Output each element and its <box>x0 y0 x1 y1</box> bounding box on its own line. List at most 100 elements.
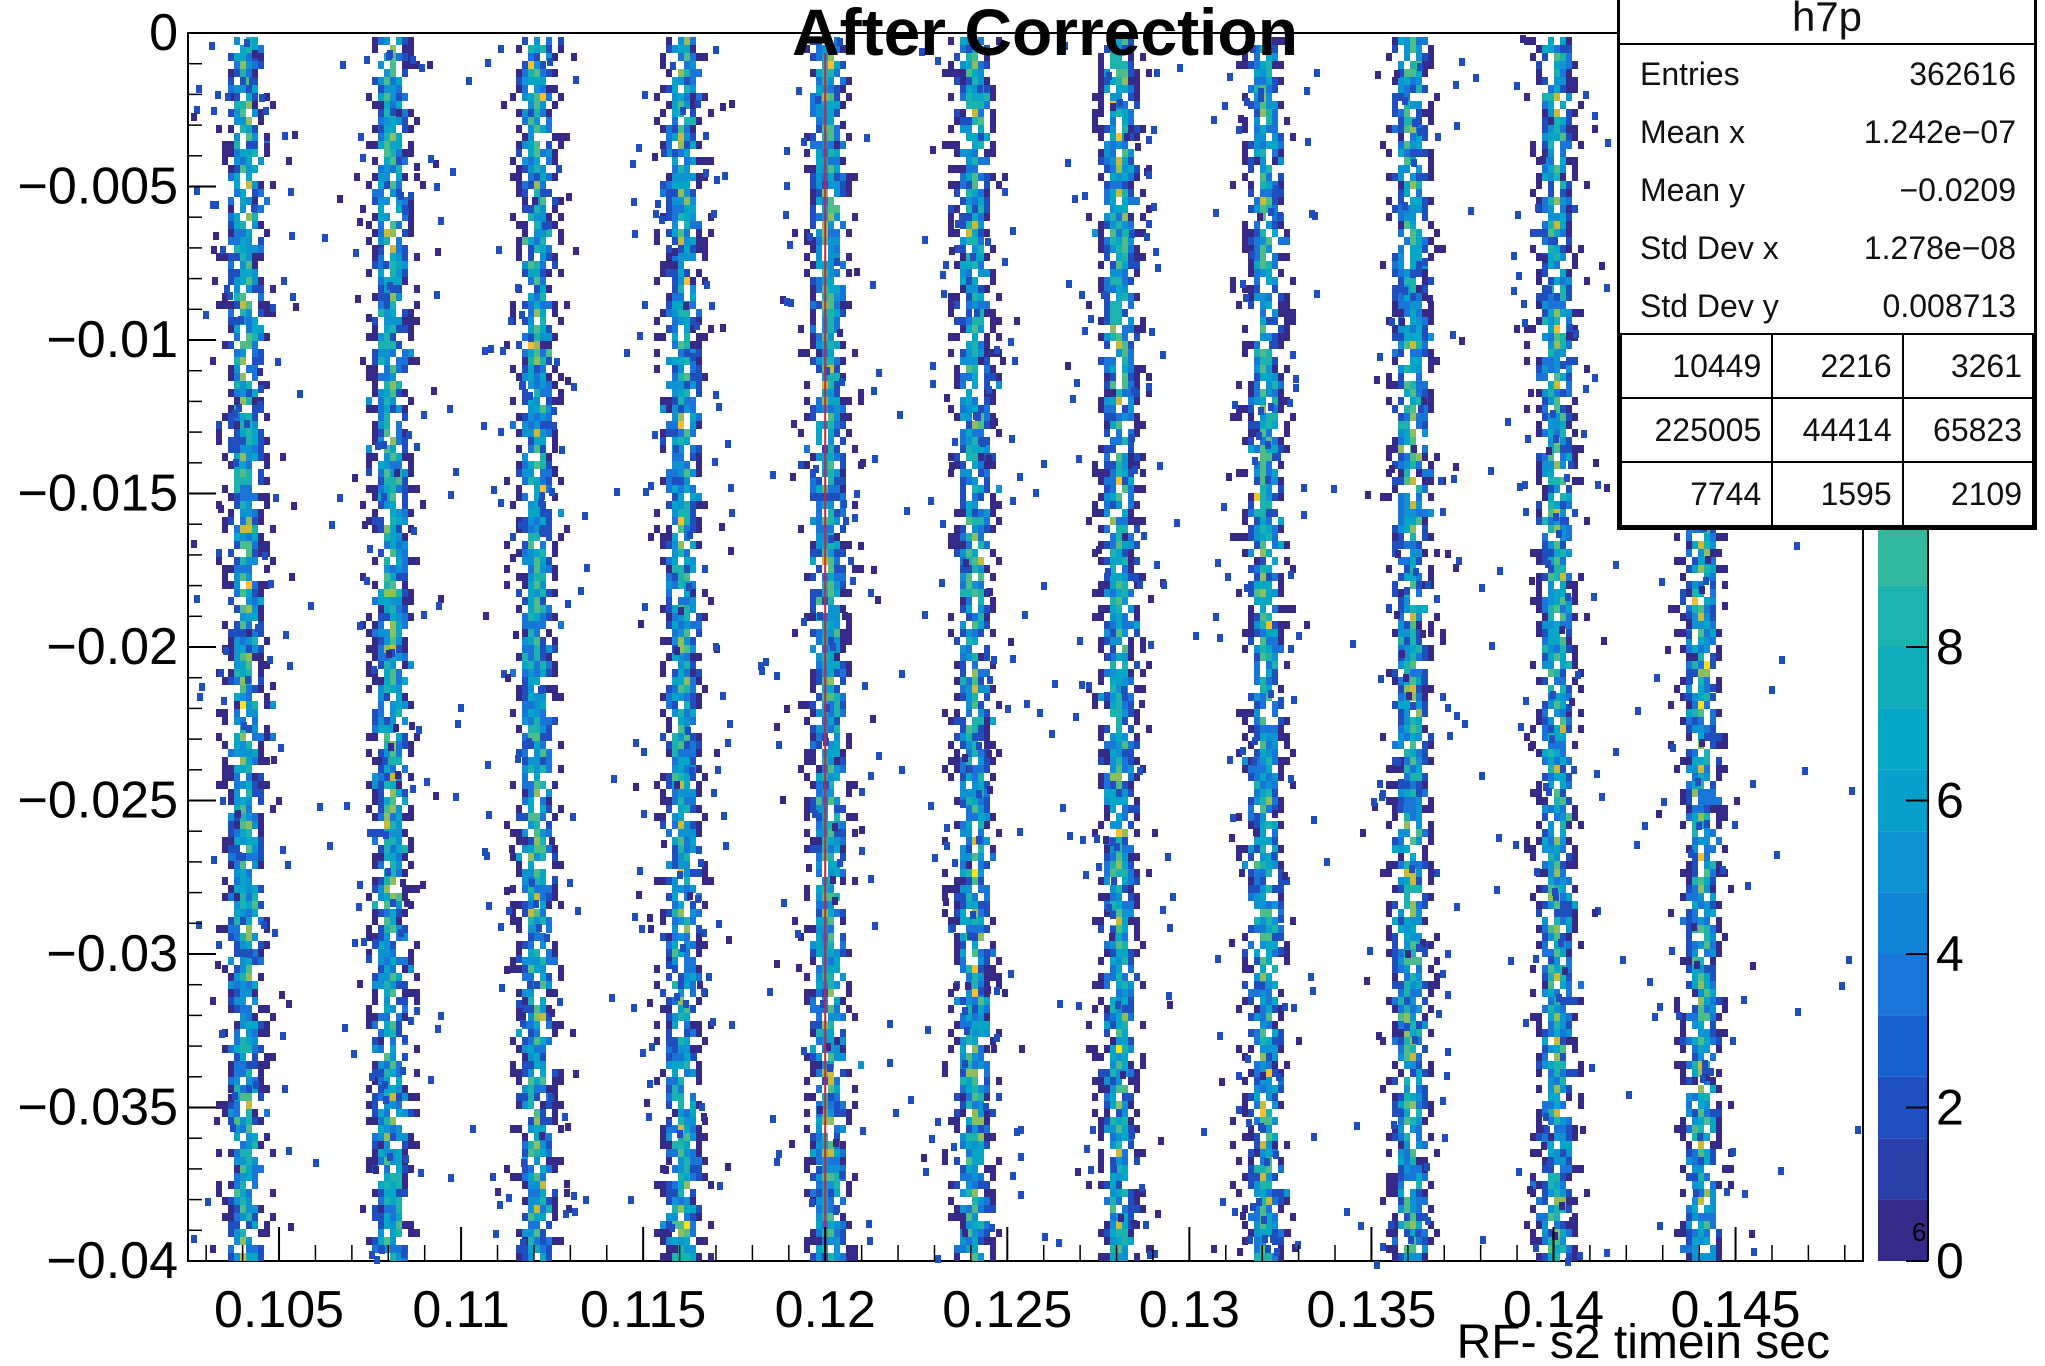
heatmap-cell <box>534 1237 540 1245</box>
heatmap-cell <box>252 93 258 101</box>
heatmap-cell <box>552 133 558 141</box>
heatmap-cell <box>708 229 714 237</box>
heatmap-cell <box>228 421 234 429</box>
heatmap-cell <box>558 133 564 141</box>
heatmap-cell <box>528 1213 534 1221</box>
heatmap-cell <box>228 125 234 133</box>
heatmap-cell <box>234 989 240 997</box>
heatmap-cell <box>246 965 252 973</box>
heatmap-cell <box>528 797 534 805</box>
heatmap-cell <box>372 917 378 925</box>
heatmap-cell <box>390 1173 396 1181</box>
heatmap-cell <box>402 1181 408 1189</box>
heatmap-cell <box>228 925 234 933</box>
heatmap-cell <box>402 661 408 669</box>
heatmap-cell <box>240 965 246 973</box>
heatmap-cell <box>546 285 552 293</box>
heatmap-cell <box>234 325 240 333</box>
heatmap-cell <box>234 165 240 173</box>
heatmap-cell <box>366 397 372 405</box>
heatmap-cell <box>414 989 420 997</box>
heatmap-cell <box>566 193 572 201</box>
heatmap-cell <box>528 381 534 389</box>
heatmap-cell <box>540 1229 546 1237</box>
heatmap-cell <box>534 333 540 341</box>
heatmap-cell <box>408 701 414 709</box>
heatmap-cell <box>246 269 252 277</box>
heatmap-cell <box>534 221 540 229</box>
heatmap-cell <box>384 501 390 509</box>
heatmap-cell <box>378 213 384 221</box>
heatmap-cell <box>396 37 402 45</box>
heatmap-cell <box>402 621 408 629</box>
heatmap-cell <box>516 1013 522 1021</box>
heatmap-cell <box>510 157 516 165</box>
heatmap-cell <box>396 1077 402 1085</box>
heatmap-cell <box>384 1061 390 1069</box>
heatmap-cell <box>240 45 246 53</box>
heatmap-cell <box>540 829 546 837</box>
heatmap-cell <box>252 853 258 861</box>
heatmap-cell <box>540 797 546 805</box>
heatmap-cell <box>246 821 252 829</box>
heatmap-cell <box>552 197 558 205</box>
heatmap-cell <box>222 781 228 789</box>
heatmap-cell <box>522 221 528 229</box>
heatmap-cell <box>696 373 702 381</box>
heatmap-cell <box>234 589 240 597</box>
heatmap-cell <box>534 437 540 445</box>
heatmap-cell <box>396 245 402 253</box>
heatmap-cell <box>390 1229 396 1237</box>
heatmap-cell <box>528 869 534 877</box>
heatmap-cell <box>390 1253 396 1261</box>
heatmap-cell <box>528 501 534 509</box>
heatmap-cell <box>546 357 552 365</box>
heatmap-cell <box>342 1024 348 1032</box>
heatmap-cell <box>244 39 250 47</box>
heatmap-cell <box>246 557 252 565</box>
heatmap-cell <box>528 1197 534 1205</box>
heatmap-cell <box>672 317 678 325</box>
heatmap-cell <box>378 789 384 797</box>
heatmap-cell <box>408 597 414 605</box>
heatmap-cell <box>384 469 390 477</box>
heatmap-cell <box>390 1085 396 1093</box>
heatmap-cell <box>396 277 402 285</box>
heatmap-cell <box>372 597 378 605</box>
heatmap-cell <box>390 509 396 517</box>
heatmap-cell <box>264 493 270 501</box>
heatmap-cell <box>702 501 708 509</box>
heatmap-cell <box>528 813 534 821</box>
heatmap-cell <box>546 221 552 229</box>
heatmap-cell <box>696 157 702 165</box>
heatmap-cell <box>210 997 216 1005</box>
heatmap-cell <box>240 1021 246 1029</box>
heatmap-cell <box>258 829 264 837</box>
heatmap-cell <box>678 45 684 53</box>
heatmap-cell <box>396 741 402 749</box>
heatmap-cell <box>384 557 390 565</box>
heatmap-cell <box>528 581 534 589</box>
heatmap-cell <box>384 1141 390 1149</box>
heatmap-cell <box>690 109 696 117</box>
heatmap-cell <box>546 149 552 157</box>
heatmap-cell <box>240 501 246 509</box>
heatmap-cell <box>240 605 246 613</box>
heatmap-cell <box>378 637 384 645</box>
heatmap-cell <box>360 1205 366 1213</box>
heatmap-cell <box>582 512 588 520</box>
heatmap-cell <box>378 773 384 781</box>
heatmap-cell <box>402 245 408 253</box>
heatmap-cell <box>504 341 510 349</box>
heatmap-cell <box>402 637 408 645</box>
heatmap-cell <box>396 1229 402 1237</box>
heatmap-cell <box>372 909 378 917</box>
heatmap-cell <box>678 389 684 397</box>
heatmap-cell <box>246 1109 252 1117</box>
heatmap-cell <box>666 597 672 605</box>
heatmap-cell <box>234 909 240 917</box>
heatmap-cell <box>552 1069 558 1077</box>
heatmap-cell <box>384 165 390 173</box>
heatmap-cell <box>396 701 402 709</box>
heatmap-cell <box>408 485 414 493</box>
